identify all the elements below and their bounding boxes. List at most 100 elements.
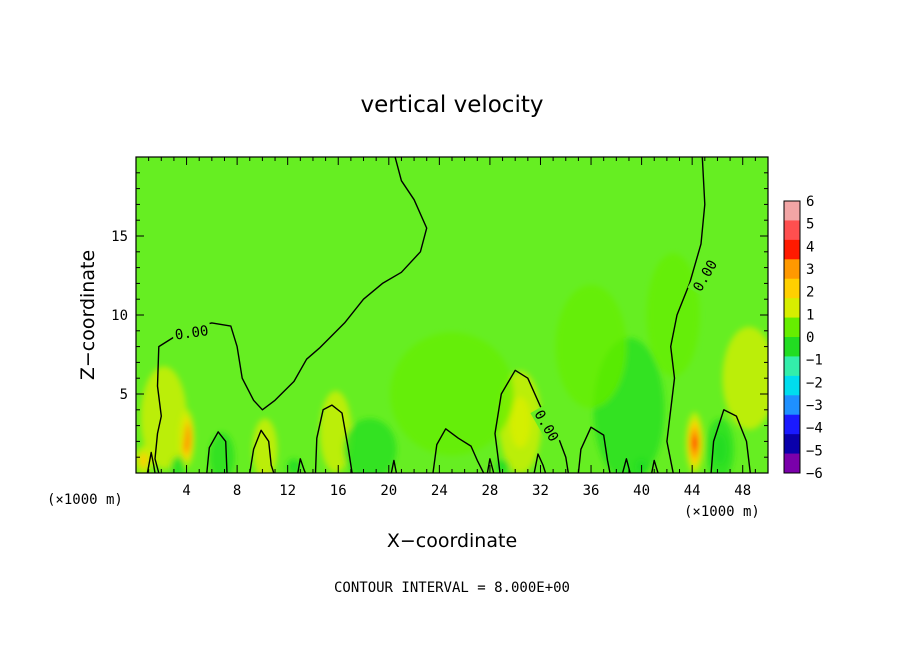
colorbar-swatch — [784, 395, 800, 416]
x-tick-label: 4 — [182, 483, 190, 499]
colorbar-swatch — [784, 239, 800, 260]
zero-contour-line — [486, 458, 495, 473]
x-tick-label: 16 — [330, 483, 347, 499]
y-axis-label: Z−coordinate — [77, 250, 99, 380]
colorbar: 6 5 4 3 2 1 0 −1 −2 −3 −4 −5 −6 — [783, 194, 823, 482]
field-anomaly — [140, 366, 187, 470]
contour-interval-note: CONTOUR INTERVAL = 8.000E+00 — [334, 580, 570, 596]
colorbar-label: 4 — [806, 239, 814, 255]
zero-contour-line — [710, 409, 751, 473]
x-unit-right: (×1000 m) — [684, 504, 760, 520]
field-anomaly — [390, 332, 514, 456]
y-tick-label: 15 — [111, 229, 128, 245]
field-anomaly — [685, 412, 704, 473]
zero-contour-line — [390, 459, 398, 473]
field-anomaly — [170, 456, 185, 473]
field-anomaly — [646, 253, 700, 377]
field-anomaly-level — [139, 453, 149, 468]
field-anomaly — [209, 432, 235, 473]
contour-label-background — [687, 254, 722, 296]
colorbar-label: −1 — [806, 353, 823, 369]
field-anomaly-level — [184, 431, 189, 446]
colorbar-swatch — [784, 298, 800, 319]
colorbar-label: −3 — [806, 398, 823, 414]
x-tick-label: 32 — [532, 483, 549, 499]
zero-contour-line — [651, 459, 659, 473]
x-tick-label: 28 — [481, 483, 498, 499]
colorbar-label: 1 — [806, 307, 814, 323]
field-anomaly — [555, 284, 627, 409]
field-anomaly-level — [140, 366, 187, 470]
field-anomaly-level — [692, 435, 697, 451]
field-anomaly-level — [209, 432, 235, 473]
colorbar-swatch — [784, 278, 800, 299]
field-anomaly-level — [555, 284, 627, 409]
zero-contour-line — [297, 458, 307, 473]
field-anomaly-level — [499, 462, 507, 471]
y-axis-ticks: 5 10 15 — [111, 172, 768, 458]
x-tick-label: 20 — [380, 483, 397, 499]
zero-contour-line — [314, 404, 353, 473]
field-anomaly — [722, 326, 768, 430]
colorbar-swatch — [784, 259, 800, 280]
zero-contour-line — [494, 369, 569, 473]
field-anomaly-level — [509, 396, 531, 449]
zero-contour-line — [533, 453, 547, 473]
colorbar-swatch — [784, 337, 800, 357]
zero-contour-line — [666, 157, 706, 473]
x-axis-ticks: 4 8 12 16 20 24 28 32 36 40 44 48 — [148, 157, 756, 499]
colorbar-label: 3 — [806, 262, 814, 278]
x-tick-label: 8 — [233, 483, 241, 499]
field-anomaly-level — [290, 462, 298, 471]
colorbar-swatch — [784, 434, 800, 455]
field-anomaly-level — [170, 456, 185, 473]
contour-label-background — [171, 320, 212, 343]
colorbar-label: 2 — [806, 285, 814, 301]
zero-contour-line — [621, 458, 631, 473]
colorbar-swatch — [784, 453, 800, 474]
zero-contours — [146, 157, 751, 473]
zero-contour-line — [146, 451, 156, 473]
x-tick-label: 36 — [583, 483, 600, 499]
field-anomaly-level — [646, 253, 700, 377]
contour-label-background — [530, 404, 565, 447]
colorbar-swatch — [784, 201, 800, 221]
x-tick-label: 12 — [279, 483, 296, 499]
x-tick-label: 44 — [684, 483, 701, 499]
field-anomaly — [343, 418, 397, 473]
colorbar-frame — [783, 200, 801, 474]
colorbar-label: 0 — [806, 330, 814, 346]
zero-contour-line — [206, 431, 228, 473]
zero-contour-line — [154, 157, 428, 473]
colorbar-label: 6 — [806, 194, 814, 210]
contour-label-text: 0.00 — [174, 323, 210, 344]
colorbar-swatch — [784, 414, 800, 435]
field-anomaly — [286, 458, 302, 473]
colorbar-label: −5 — [806, 443, 823, 459]
colorbar-label: 5 — [806, 217, 814, 233]
chart-title: vertical velocity — [361, 92, 544, 118]
zero-contour-line — [577, 426, 611, 473]
zero-contour-line — [432, 428, 485, 473]
colorbar-swatch — [784, 375, 800, 396]
x-unit-left: (×1000 m) — [47, 492, 123, 508]
field-anomaly-level — [343, 418, 397, 473]
field-anomaly-level — [712, 433, 728, 465]
field-anomaly — [705, 418, 735, 473]
velocity-field — [136, 253, 768, 473]
colorbar-label: −6 — [806, 466, 823, 482]
y-tick-label: 5 — [120, 387, 128, 403]
field-anomaly-level — [722, 326, 768, 430]
y-tick-label: 10 — [111, 308, 128, 324]
x-tick-label: 48 — [734, 483, 751, 499]
colorbar-label: −2 — [806, 375, 823, 391]
x-tick-label: 24 — [431, 483, 448, 499]
zero-contour-line — [249, 429, 275, 473]
contour-label: 0.00 — [171, 320, 212, 344]
colorbar-label: −4 — [806, 421, 823, 437]
x-axis-label: X−coordinate — [387, 530, 517, 552]
colorbar-swatch — [784, 356, 800, 377]
field-anomaly-level — [390, 332, 514, 456]
colorbar-swatch — [784, 317, 800, 338]
